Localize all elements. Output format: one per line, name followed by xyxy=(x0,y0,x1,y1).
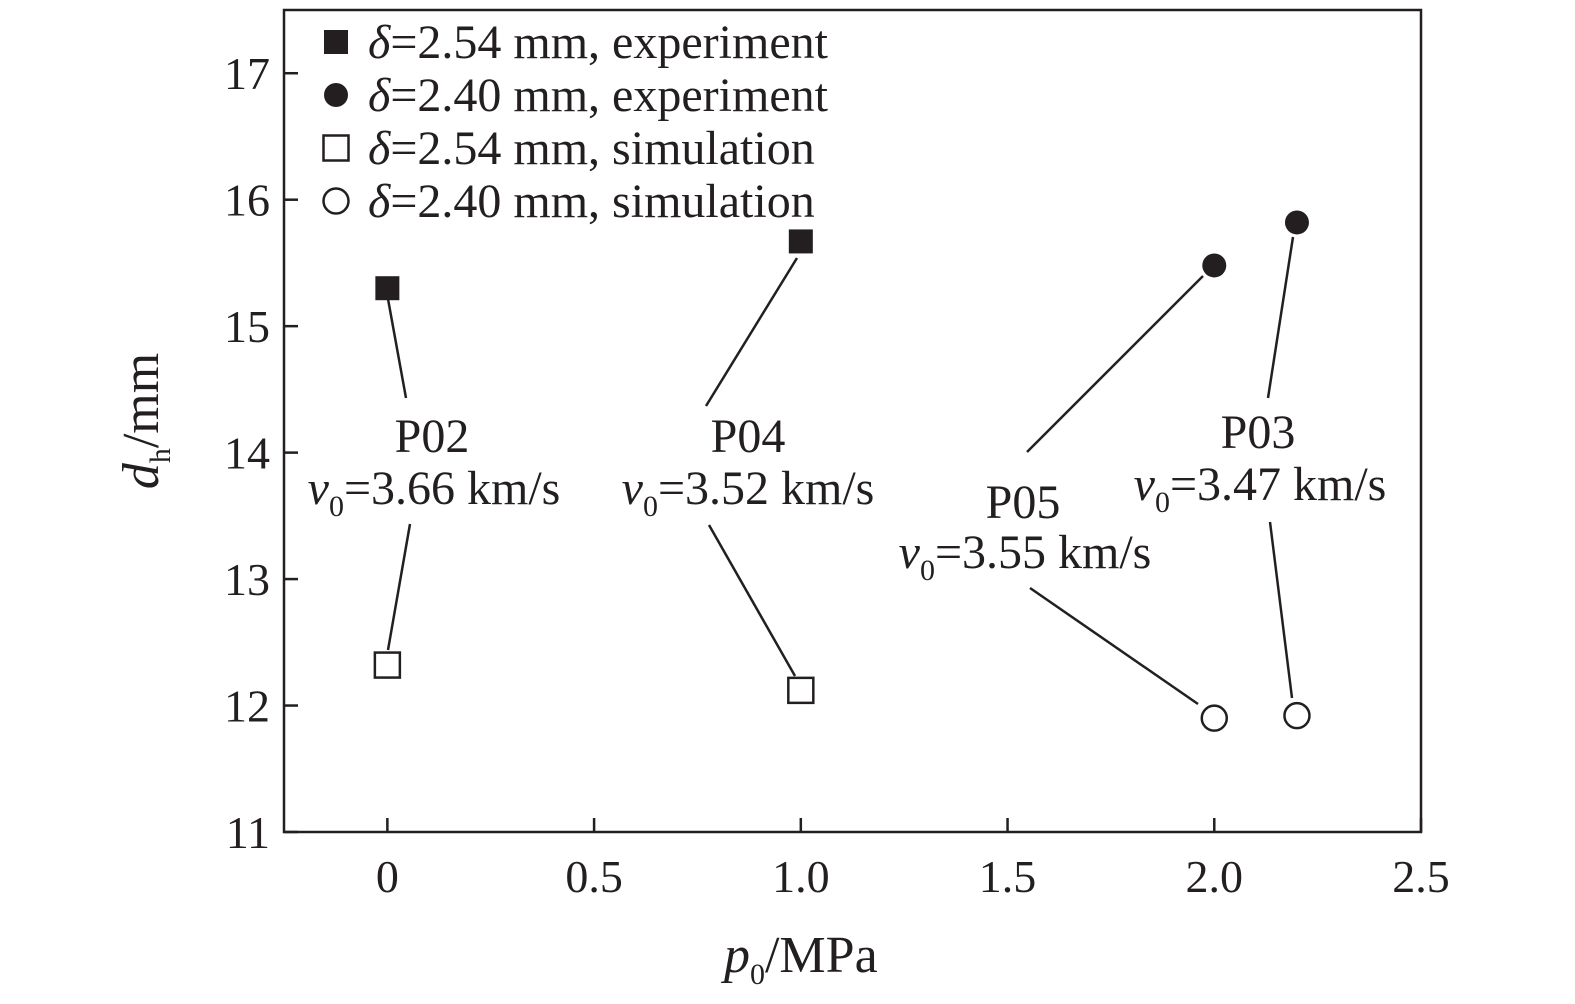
annotation-label-p03: P03 xyxy=(1221,406,1296,459)
legend-text: =2.54 mm, simulation xyxy=(390,122,814,175)
x-tick-label: 1.0 xyxy=(772,851,830,902)
legend-text: =2.40 mm, simulation xyxy=(390,175,814,228)
leader-line xyxy=(707,524,797,677)
annotation-velocity-p02: v0=3.66 km/s xyxy=(308,462,561,523)
velocity-value: =3.55 km/s xyxy=(935,526,1151,579)
y-tick-label: 15 xyxy=(224,301,270,352)
annotation-label-p04: P04 xyxy=(711,410,786,463)
y-tick-label: 17 xyxy=(224,48,270,99)
y-axis-title-unit: /mm xyxy=(113,353,170,448)
legend-label-2: δ=2.40 mm, experiment xyxy=(368,69,829,122)
filled-square-point xyxy=(375,276,400,301)
annotation-label-p02: P02 xyxy=(395,410,470,463)
plot-frame xyxy=(282,8,1423,834)
filled-circle-point xyxy=(1202,253,1227,278)
x-tick-label: 0.5 xyxy=(565,851,623,902)
annotation-label-p05: P05 xyxy=(986,476,1061,529)
x-tick-label: 2.5 xyxy=(1392,851,1450,902)
legend-marker-4 xyxy=(322,187,350,215)
leader-line xyxy=(1029,586,1199,706)
legend-marker-2 xyxy=(324,83,348,107)
leader-line xyxy=(1266,236,1295,399)
filled-circle-point xyxy=(1284,210,1309,235)
y-tick-label: 13 xyxy=(224,554,270,605)
y-axis-title: dh/mm xyxy=(113,353,177,489)
velocity-subscript: 0 xyxy=(329,490,344,523)
legend-symbol: δ xyxy=(368,16,391,69)
velocity-subscript: 0 xyxy=(920,554,935,587)
y-tick-label: 11 xyxy=(226,807,270,858)
x-tick-label: 1.5 xyxy=(979,851,1037,902)
x-tick-label: 2.0 xyxy=(1186,851,1244,902)
legend-marker-1 xyxy=(324,30,348,54)
x-axis-title-unit: /MPa xyxy=(765,927,878,984)
leader-line xyxy=(386,523,412,651)
legend-label-3: δ=2.54 mm, simulation xyxy=(368,122,815,175)
y-tick-label: 16 xyxy=(224,175,270,226)
x-axis-title-symbol: p xyxy=(720,927,750,984)
open-square-point xyxy=(787,676,815,705)
velocity-symbol: v xyxy=(899,526,921,579)
leader-line xyxy=(1268,521,1294,699)
velocity-symbol: v xyxy=(1134,458,1156,511)
velocity-value: =3.66 km/s xyxy=(344,462,560,515)
annotation-velocity-p03: v0=3.47 km/s xyxy=(1134,458,1387,519)
legend-text: =2.54 mm, experiment xyxy=(390,16,828,69)
velocity-subscript: 0 xyxy=(643,490,658,523)
leader-lines xyxy=(386,236,1295,706)
leader-line xyxy=(386,298,408,399)
x-axis-title: p0/MPa xyxy=(720,927,878,991)
velocity-symbol: v xyxy=(308,462,330,515)
axes: 0 0.5 1.0 1.5 2.0 2.511121314151617p0/MPadh/m… xyxy=(113,8,1450,991)
velocity-value: =3.52 km/s xyxy=(658,462,874,515)
open-square-point xyxy=(373,651,402,679)
leader-line xyxy=(1026,275,1204,453)
velocity-value: =3.47 km/s xyxy=(1170,458,1386,511)
data-markers xyxy=(373,210,1311,732)
y-tick-label: 12 xyxy=(224,681,270,732)
filled-square-point xyxy=(788,229,813,254)
y-axis-title-symbol: d xyxy=(113,462,170,489)
x-axis-title-subscript: 0 xyxy=(750,958,765,991)
legend-label-4: δ=2.40 mm, simulation xyxy=(368,175,815,228)
velocity-subscript: 0 xyxy=(1155,486,1170,519)
annotation-velocity-p05: v0=3.55 km/s xyxy=(899,526,1152,587)
legend-symbol: δ xyxy=(368,122,391,175)
y-tick-label: 14 xyxy=(224,428,270,479)
legend-text: =2.40 mm, experiment xyxy=(390,69,828,122)
open-circle-point xyxy=(1283,701,1311,730)
open-circle-point xyxy=(1200,704,1229,732)
x-tick-label: 0 xyxy=(376,851,399,902)
legend-label-1: δ=2.54 mm, experiment xyxy=(368,16,829,69)
annotation-velocity-p04: v0=3.52 km/s xyxy=(622,462,875,523)
velocity-symbol: v xyxy=(622,462,644,515)
legend-marker-3 xyxy=(322,134,350,162)
y-axis-title-subscript: h xyxy=(144,448,177,463)
legend-symbol: δ xyxy=(368,175,391,228)
legend-symbol: δ xyxy=(368,69,391,122)
leader-line xyxy=(704,257,799,407)
